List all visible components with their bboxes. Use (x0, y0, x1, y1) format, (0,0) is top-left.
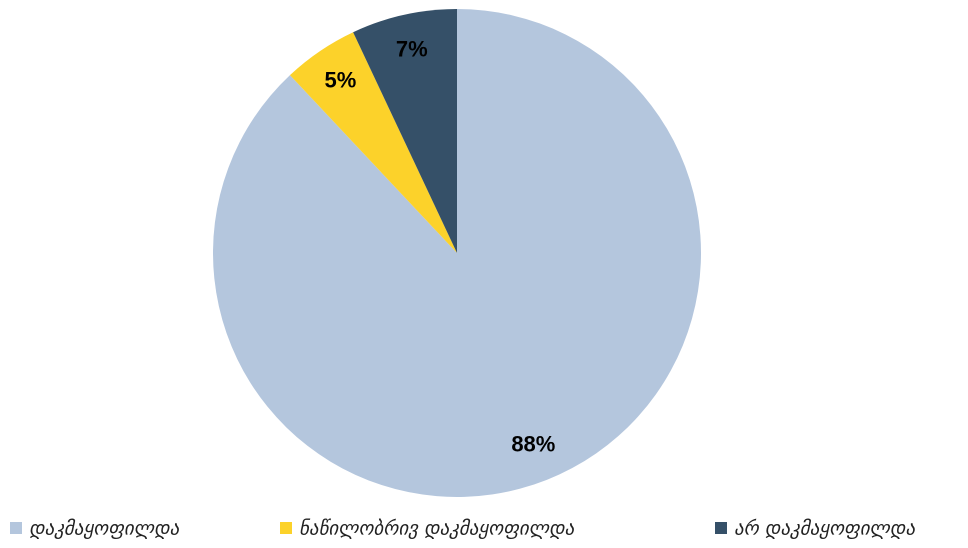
legend-label: არ დაკმაყოფილდა (734, 518, 915, 540)
pie-slice (353, 9, 457, 253)
legend-swatch (715, 522, 727, 534)
legend-label: ნაწილობრივ დაკმაყოფილდა (299, 518, 574, 540)
data-label: 7% (396, 36, 428, 61)
legend-swatch (10, 522, 22, 534)
legend-swatch (280, 522, 292, 534)
legend-label: დაკმაყოფილდა (29, 518, 180, 540)
pie-slice (289, 32, 457, 253)
data-label: 88% (511, 432, 555, 457)
data-label: 5% (325, 67, 357, 92)
